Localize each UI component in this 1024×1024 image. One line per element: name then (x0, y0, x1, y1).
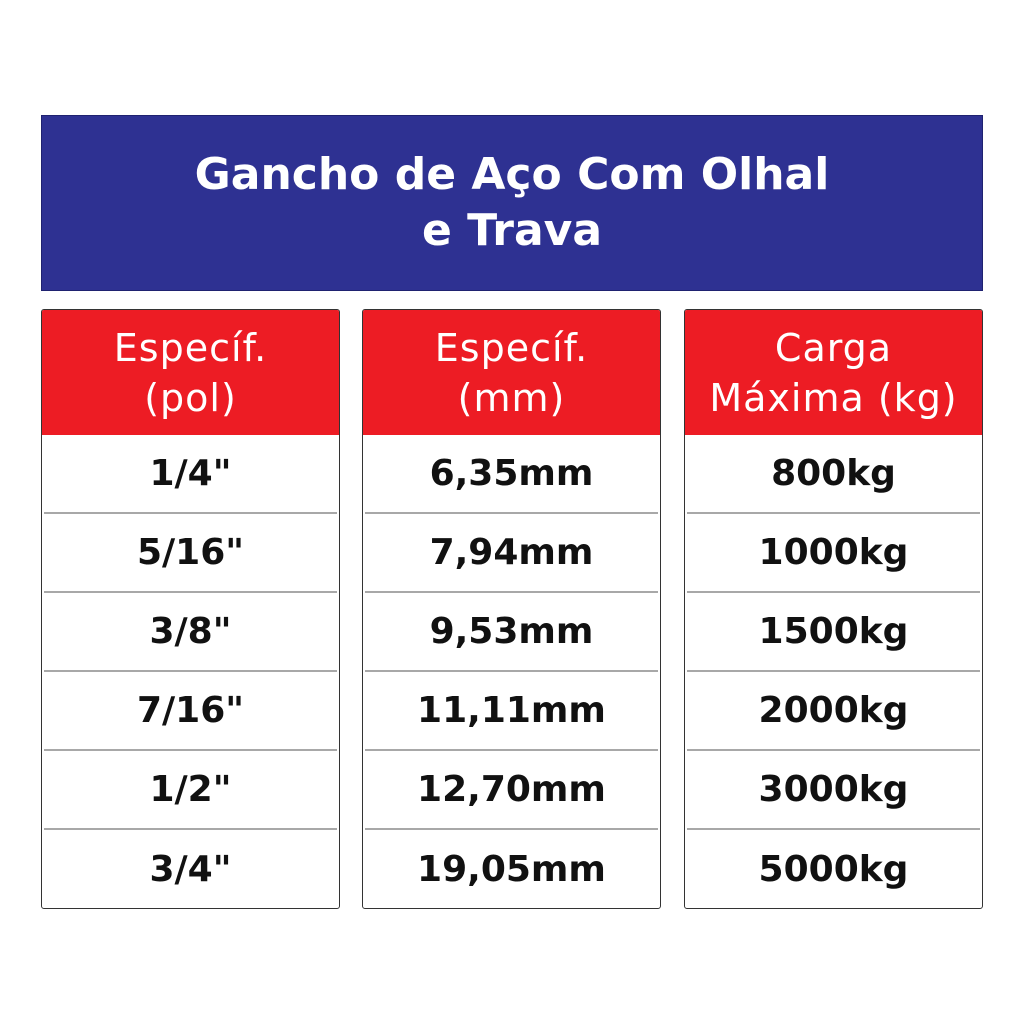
column-header: Específ. (pol) (42, 310, 339, 435)
table-cell: 19,05mm (417, 849, 606, 890)
table-title: Gancho de Aço Com Olhal e Trava (41, 115, 983, 291)
table-cell: 1/2" (44, 751, 337, 830)
table-cell: 5/16" (44, 514, 337, 593)
table-cell: 3/8" (44, 593, 337, 672)
table-cell: 3/4" (149, 849, 232, 890)
table-cell: 6,35mm (365, 435, 658, 514)
table-cell: 7,94mm (365, 514, 658, 593)
table-cell: 7/16" (44, 672, 337, 751)
column-header: Específ. (mm) (363, 310, 660, 435)
table-cell: 9,53mm (365, 593, 658, 672)
table-column: Específ. (mm) 6,35mm 7,94mm 9,53mm 11,11mm 12… (362, 309, 661, 909)
table-cell: 11,11mm (365, 672, 658, 751)
table-cell: 5000kg (758, 849, 909, 890)
table-column: Específ. (pol) 1/4" 5/16" 3/8" 7/16" 1/2" 3/4" (41, 309, 340, 909)
table-cell: 800kg (687, 435, 980, 514)
table-cell: 1000kg (687, 514, 980, 593)
table-column: Carga Máxima (kg) 800kg 1000kg 1500kg 2000kg… (684, 309, 983, 909)
table-cell: 12,70mm (365, 751, 658, 830)
column-header: Carga Máxima (kg) (685, 310, 982, 435)
table-cell: 3000kg (687, 751, 980, 830)
table-cell: 1/4" (44, 435, 337, 514)
table-cell: 1500kg (687, 593, 980, 672)
table-cell: 2000kg (687, 672, 980, 751)
